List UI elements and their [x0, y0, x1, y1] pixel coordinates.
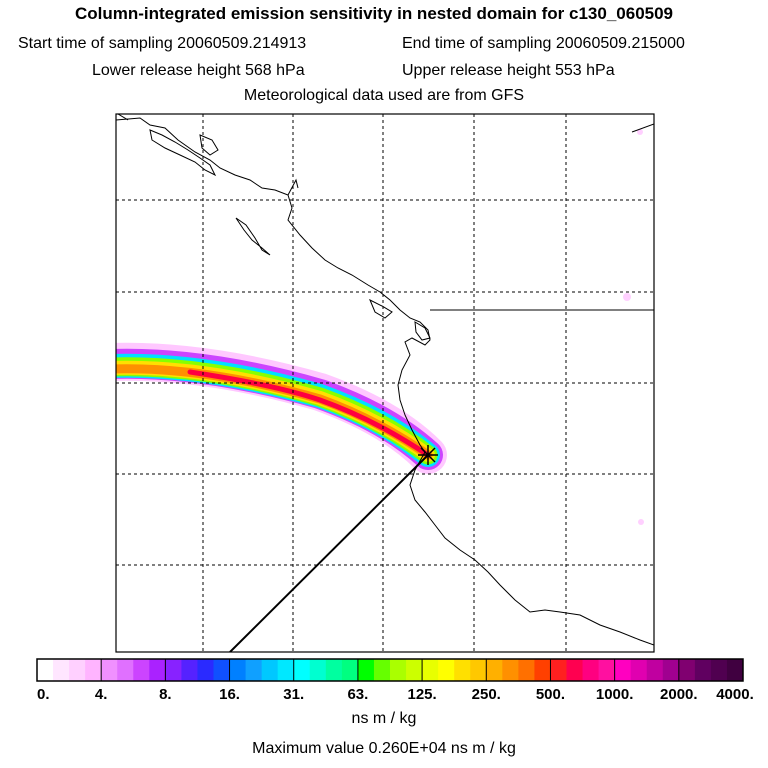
plume-speck-2: [638, 519, 644, 525]
colorbar-units: ns m / kg: [351, 710, 417, 727]
colorbar-tick-label: 31.: [283, 686, 304, 703]
colorbar-tick-labels: 0. 4. 8. 16. 31. 63. 125. 250. 500. 1000. 2000. 400…: [37, 686, 754, 703]
colorbar-cell: [341, 659, 359, 681]
colorbar-cell: [694, 659, 712, 681]
colorbar-cell: [245, 659, 263, 681]
colorbar-cell: [261, 659, 279, 681]
colorbar-tick-label: 0.: [37, 686, 50, 703]
end-sampling-time: End time of sampling 20060509.215000: [402, 35, 685, 52]
colorbar-cell: [614, 659, 632, 681]
colorbar-cell: [325, 659, 343, 681]
colorbar-cells: [37, 659, 744, 681]
start-sampling-time: Start time of sampling 20060509.214913: [18, 35, 307, 52]
colorbar-tick-label: 4.: [95, 686, 108, 703]
colorbar-cell: [309, 659, 327, 681]
colorbar-tick-label: 4000.: [716, 686, 754, 703]
colorbar-cell: [470, 659, 487, 681]
flight-track: [229, 454, 429, 652]
colorbar-tick-label: 8.: [159, 686, 172, 703]
plume-band-core: [187, 369, 431, 458]
colorbar-cell: [37, 659, 54, 681]
colorbar: 0. 4. 8. 16. 31. 63. 125. 250. 500. 1000. 2000. 400…: [36, 658, 754, 703]
colorbar-cell: [598, 659, 616, 681]
colorbar-cell: [726, 659, 744, 681]
colorbar-cell: [662, 659, 680, 681]
colorbar-cell: [181, 659, 198, 681]
colorbar-tick-label: 2000.: [660, 686, 698, 703]
colorbar-cell: [229, 659, 247, 681]
colorbar-tick-label: 125.: [407, 686, 436, 703]
receptor-star-icon: [418, 445, 438, 465]
met-data-source: Meteorological data used are from GFS: [243, 87, 525, 104]
colorbar-cell: [566, 659, 584, 681]
colorbar-cell: [197, 659, 214, 681]
plume-speck-1: [623, 293, 631, 301]
colorbar-cell: [582, 659, 600, 681]
colorbar-cell: [165, 659, 182, 681]
colorbar-cell: [390, 659, 407, 681]
colorbar-cell: [710, 659, 728, 681]
colorbar-cell: [357, 659, 375, 681]
colorbar-cell: [518, 659, 535, 681]
colorbar-cell: [213, 659, 231, 681]
colorbar-tick-label: 250.: [472, 686, 501, 703]
colorbar-cell: [486, 659, 503, 681]
colorbar-cell: [117, 659, 134, 681]
maximum-value: Maximum value 0.260E+04 ns m / kg: [252, 740, 516, 757]
colorbar-tick-label: 500.: [536, 686, 565, 703]
colorbar-cell: [502, 659, 519, 681]
upper-release-height: Upper release height 553 hPa: [402, 62, 615, 79]
colorbar-cell: [293, 659, 311, 681]
colorbar-cell: [277, 659, 295, 681]
colorbar-cell: [550, 659, 567, 681]
plume-speck-3: [637, 129, 643, 135]
map-title: Column-integrated emission sensitivity i…: [74, 4, 674, 23]
colorbar-tick-label: 1000.: [596, 686, 634, 703]
colorbar-cell: [149, 659, 166, 681]
colorbar-cell: [630, 659, 648, 681]
colorbar-tick-label: 63.: [347, 686, 368, 703]
colorbar-cell: [422, 659, 439, 681]
colorbar-cell: [646, 659, 664, 681]
colorbar-frame: [36, 658, 744, 682]
colorbar-cell: [406, 659, 423, 681]
coastline: [116, 114, 654, 646]
colorbar-cell: [438, 659, 455, 681]
colorbar-cell: [101, 659, 118, 681]
colorbar-cell: [69, 659, 86, 681]
colorbar-cell: [53, 659, 70, 681]
map-frame: [115, 113, 655, 653]
colorbar-cell: [454, 659, 471, 681]
lower-release-height: Lower release height 568 hPa: [92, 62, 305, 79]
colorbar-cell: [133, 659, 150, 681]
colorbar-cell: [85, 659, 102, 681]
colorbar-cell: [678, 659, 696, 681]
colorbar-tick-label: 16.: [219, 686, 240, 703]
sensitivity-plume: [116, 129, 644, 525]
colorbar-cell: [534, 659, 551, 681]
colorbar-cell: [373, 659, 391, 681]
